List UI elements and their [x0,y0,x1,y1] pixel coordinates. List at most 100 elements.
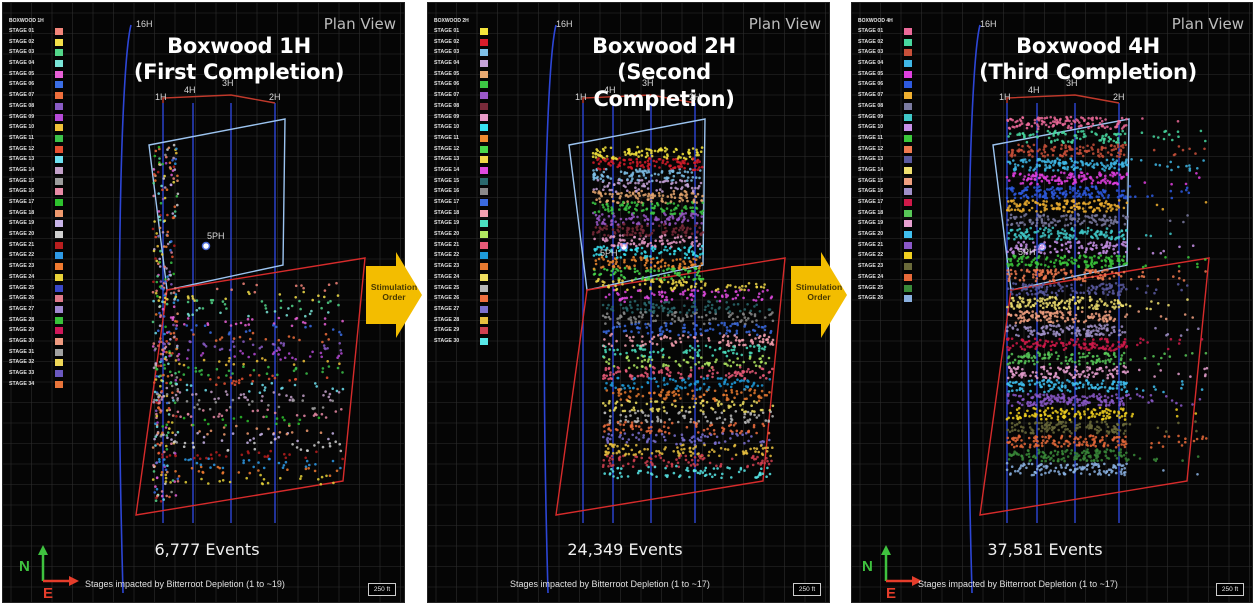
event-point [605,227,608,231]
event-point [1044,339,1048,343]
event-point [278,348,281,352]
event-point [327,395,331,399]
event-point [625,351,628,355]
event-point [666,160,669,164]
event-point [619,433,622,437]
event-point [225,374,228,377]
event-point [691,253,695,257]
legend-stage-label: STAGE 30 [434,337,460,344]
event-point [760,389,764,393]
event-point [624,244,628,247]
well-heels [1006,94,1120,104]
event-point [644,310,647,314]
event-point [646,224,649,227]
legend-stage-label: STAGE 30 [9,337,35,344]
event-point [165,188,169,191]
legend-stage-29: STAGE 29 [434,325,492,336]
event-point [174,157,178,161]
event-point [758,357,761,361]
event-point [1047,436,1051,440]
event-point [736,293,740,297]
event-point [700,262,703,265]
event-point [593,237,596,241]
event-point [215,451,218,454]
event-point [603,472,606,475]
event-point [156,442,159,446]
legend-swatch [55,81,63,89]
event-point [629,414,632,417]
event-point [744,449,748,453]
event-point [629,339,632,342]
event-point [710,290,714,294]
event-point [185,388,189,392]
event-point [204,388,207,392]
event-point [326,347,329,350]
event-point [674,387,678,391]
event-point [593,247,596,251]
event-point [635,366,639,369]
event-point [217,376,220,379]
event-point [668,356,671,359]
event-point [223,433,226,436]
legend-stage-label: STAGE 21 [9,241,35,248]
event-point [202,409,205,412]
legend-stage-label: STAGE 13 [9,156,35,163]
event-point [172,180,175,184]
event-point [220,347,224,351]
event-point [650,200,653,203]
legend-stage-label: STAGE 19 [434,220,460,227]
event-point [635,160,639,164]
event-point [686,170,690,174]
event-point [1065,218,1068,221]
event-point [754,450,757,453]
event-point [707,454,710,457]
event-point [1079,291,1082,295]
event-point [294,378,297,381]
panel-boxwood-1h: BOXWOOD 1H STAGE 01 STAGE 02 STAGE 03 STAGE… [2,2,405,603]
event-point [1081,221,1084,224]
event-point [644,342,647,346]
event-point [169,291,173,295]
event-point [592,254,596,257]
event-point [1119,275,1123,278]
event-point [706,304,710,307]
event-point [692,189,695,192]
event-point [694,363,697,366]
event-point [766,459,769,463]
event-point [602,188,605,191]
event-point [624,248,628,252]
event-point [681,186,684,189]
event-point [158,215,161,219]
event-point [673,166,676,169]
event-point [750,313,753,316]
event-point [634,455,637,458]
event-point [290,431,294,434]
event-point [609,317,612,321]
depletion-caption: Stages impacted by Bitterroot Depletion … [85,579,285,589]
event-point [172,216,176,219]
event-point [1154,388,1157,391]
event-point [1108,282,1111,286]
event-point [602,401,605,405]
legend-stage-label: STAGE 07 [9,92,35,99]
event-point [1020,381,1023,384]
event-point [606,157,609,161]
event-point [696,244,700,248]
event-point [174,293,178,296]
event-point [615,325,619,329]
event-point [623,391,627,394]
event-point [758,364,761,368]
event-point [607,432,610,436]
event-point [623,150,627,154]
event-point [1094,288,1098,291]
event-point [665,328,669,332]
event-point [593,173,597,176]
event-point [1057,332,1061,336]
event-point [155,392,159,396]
event-point [652,211,656,215]
event-point [664,201,667,205]
event-point [331,459,335,463]
event-point [154,179,157,182]
event-point [267,427,270,431]
event-point [721,472,724,476]
